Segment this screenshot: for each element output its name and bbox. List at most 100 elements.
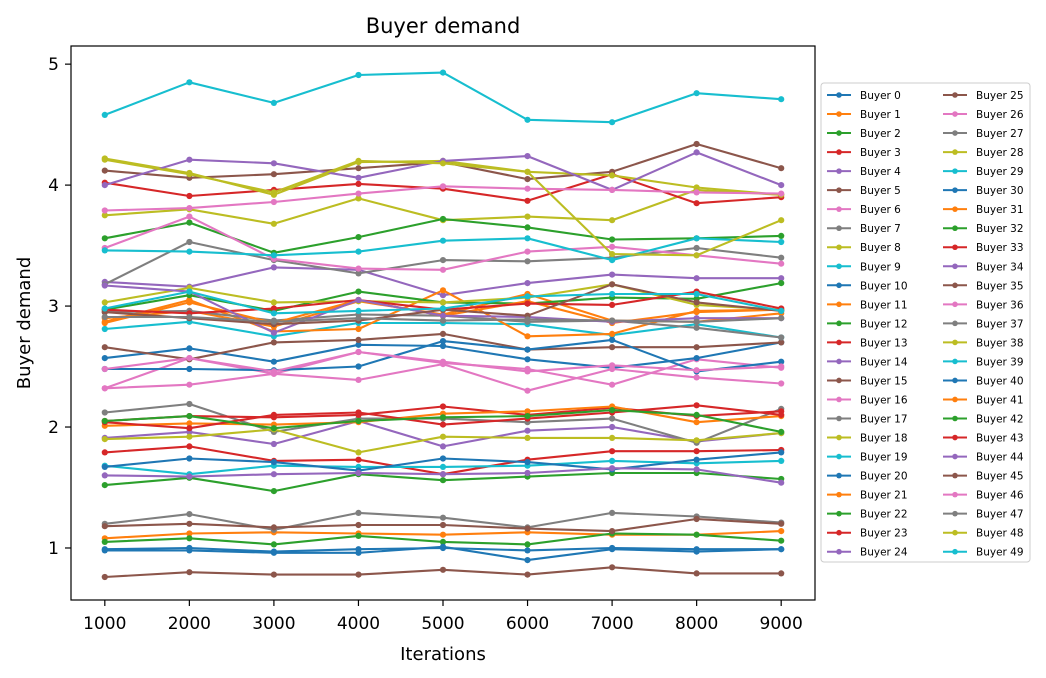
- data-point: [693, 456, 700, 463]
- data-point: [270, 220, 277, 227]
- data-point: [355, 195, 362, 202]
- data-point: [186, 313, 193, 321]
- data-point: [524, 280, 531, 287]
- data-point: [101, 355, 108, 362]
- data-point: [355, 449, 362, 456]
- data-point: [186, 365, 193, 373]
- data-point: [186, 205, 193, 212]
- data-point: [693, 367, 700, 374]
- legend-label: Buyer 11: [860, 299, 908, 311]
- data-point: [693, 309, 700, 316]
- series-buyer-39: [101, 69, 785, 126]
- legend-item: Buyer 4: [827, 166, 901, 178]
- data-point: [693, 570, 700, 577]
- legend-swatch-marker: [836, 320, 842, 327]
- data-point: [270, 171, 277, 178]
- legend-label: Buyer 14: [860, 356, 908, 368]
- data-point: [270, 264, 277, 271]
- legend-swatch-marker: [836, 282, 842, 289]
- legend-swatch-marker: [952, 472, 958, 479]
- data-point: [186, 79, 193, 86]
- data-point: [270, 198, 277, 206]
- legend-label: Buyer 41: [976, 394, 1024, 406]
- data-point: [186, 219, 193, 226]
- legend-item: Buyer 14: [827, 356, 908, 368]
- series-buyer-35: [101, 515, 785, 535]
- data-point: [778, 449, 785, 456]
- axes-layer: 1000 2000 3000 4000 5000 6000 7000 8000 9000 1 2 3 4…: [48, 45, 816, 634]
- data-point: [778, 339, 785, 346]
- data-point: [270, 299, 277, 306]
- data-point: [524, 316, 531, 323]
- legend-swatch-marker: [836, 472, 842, 479]
- legend-label: Buyer 2: [860, 128, 901, 140]
- legend-item: Buyer 43: [943, 433, 1024, 445]
- data-point: [439, 312, 447, 319]
- data-point: [355, 571, 362, 578]
- data-point: [778, 537, 785, 544]
- legend-label: Buyer 35: [976, 280, 1024, 292]
- data-point: [609, 236, 616, 243]
- data-point: [101, 111, 108, 118]
- data-point: [693, 515, 700, 523]
- data-point: [101, 305, 108, 312]
- data-point: [524, 248, 531, 255]
- series-buyer-40: [101, 543, 785, 564]
- series-buyer-5: [101, 564, 785, 581]
- data-point: [439, 477, 447, 484]
- legend-item: Buyer 41: [943, 394, 1024, 406]
- data-point: [439, 69, 447, 76]
- data-point: [186, 156, 193, 163]
- data-point: [778, 275, 785, 282]
- data-point: [778, 96, 785, 103]
- legend-item: Buyer 9: [827, 261, 901, 273]
- legend-swatch-marker: [836, 339, 842, 346]
- legend-swatch-marker: [952, 491, 958, 498]
- legend-label: Buyer 1: [860, 109, 901, 121]
- data-point: [778, 570, 785, 577]
- legend-label: Buyer 45: [976, 471, 1024, 483]
- data-point: [355, 521, 362, 529]
- legend-item: Buyer 32: [943, 223, 1024, 235]
- data-point: [270, 411, 277, 418]
- data-point: [270, 541, 277, 548]
- data-point: [186, 381, 193, 388]
- legend-item: Buyer 29: [943, 166, 1024, 178]
- data-point: [186, 299, 193, 306]
- y-tick-label: 2: [48, 418, 59, 438]
- x-tick-label: 2000: [168, 614, 211, 634]
- data-point: [101, 313, 108, 321]
- legend-swatch-marker: [836, 263, 842, 270]
- data-point: [439, 215, 447, 223]
- legend-item: Buyer 21: [827, 490, 908, 502]
- data-point: [778, 238, 785, 246]
- data-point: [186, 530, 193, 537]
- legend-label: Buyer 49: [976, 547, 1024, 559]
- data-point: [186, 455, 193, 462]
- data-point: [609, 251, 616, 258]
- legend-swatch-marker: [952, 548, 958, 555]
- data-point: [778, 479, 785, 486]
- legend-item: Buyer 27: [943, 128, 1024, 140]
- legend-swatch-marker: [836, 225, 842, 232]
- legend-swatch-marker: [836, 149, 842, 155]
- data-point: [693, 244, 700, 252]
- data-point: [101, 463, 108, 470]
- legend-label: Buyer 8: [860, 242, 901, 254]
- data-point: [270, 368, 277, 375]
- data-point: [186, 345, 193, 352]
- data-point: [101, 417, 108, 425]
- legend-swatch-marker: [952, 320, 958, 327]
- data-point: [693, 290, 700, 298]
- legend-swatch-marker: [952, 415, 958, 422]
- data-point: [609, 434, 616, 441]
- data-point: [439, 538, 447, 546]
- data-point: [524, 459, 531, 466]
- legend-swatch-marker: [836, 358, 842, 365]
- legend-label: Buyer 15: [860, 375, 908, 387]
- data-point: [609, 465, 616, 472]
- data-point: [439, 287, 447, 294]
- data-point: [355, 417, 362, 425]
- data-point: [270, 339, 277, 346]
